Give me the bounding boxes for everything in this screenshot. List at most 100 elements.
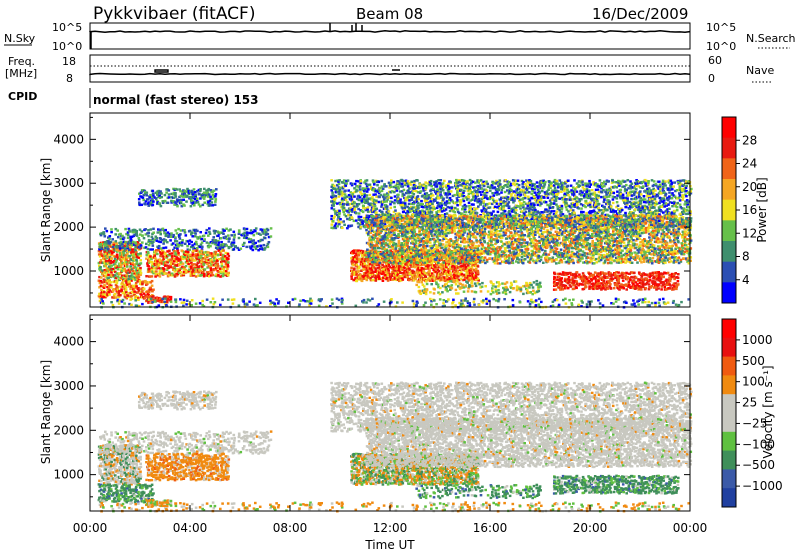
power-cell: [162, 238, 166, 241]
power-cell: [194, 195, 197, 198]
power-cell: [500, 191, 503, 194]
power-cell: [173, 273, 177, 276]
power-cell: [123, 293, 127, 296]
power-cell: [128, 280, 131, 283]
power-cell: [581, 191, 584, 194]
power-cell: [175, 188, 179, 191]
power-cell: [682, 196, 685, 199]
power-cell: [350, 184, 354, 187]
power-cell: [520, 210, 524, 213]
power-cell: [530, 187, 534, 191]
power-cell: [134, 286, 138, 290]
power-cell: [462, 191, 465, 194]
power-cell: [167, 254, 170, 257]
power-cell: [646, 200, 650, 203]
power-cell: [214, 246, 218, 249]
power-cell: [263, 247, 267, 250]
power-cell: [202, 262, 206, 265]
power-cell: [507, 205, 511, 208]
power-cell: [653, 201, 656, 205]
power-cell: [678, 199, 682, 202]
power-cell: [409, 210, 412, 213]
power-cell: [129, 237, 133, 240]
power-cell: [207, 195, 210, 198]
power-cell: [207, 261, 211, 265]
power-cell: [205, 271, 209, 274]
power-cell: [456, 181, 459, 184]
power-cell: [474, 197, 478, 200]
power-cell: [340, 221, 343, 224]
power-cell: [472, 193, 475, 196]
power-cell: [549, 186, 552, 190]
power-cell: [113, 255, 117, 258]
power-cell: [205, 274, 208, 277]
power-cell: [178, 200, 181, 203]
power-cell: [528, 206, 532, 209]
power-cell: [423, 198, 427, 201]
power-cell: [384, 203, 388, 207]
power-cell: [353, 260, 356, 263]
power-cell: [148, 241, 152, 245]
power-cell: [133, 265, 137, 269]
power-cell: [115, 272, 119, 275]
power-cell: [115, 255, 119, 258]
power-cell: [144, 228, 147, 231]
power-cell: [348, 218, 352, 221]
power-cell: [556, 205, 559, 208]
power-cell: [164, 232, 168, 235]
power-cell: [646, 195, 649, 198]
power-cell: [412, 202, 416, 206]
power-cell: [387, 210, 391, 213]
power-cell: [629, 190, 633, 193]
power-cell: [420, 205, 424, 208]
power-cell: [112, 288, 116, 291]
power-cell: [110, 228, 113, 231]
power-cell: [519, 204, 523, 207]
power-cell: [155, 299, 158, 302]
power-cell: [491, 198, 495, 201]
power-cell: [102, 293, 105, 296]
power-cell: [463, 186, 466, 189]
power-cell: [139, 262, 143, 265]
power-cell: [194, 255, 198, 258]
power-cell: [642, 226, 645, 230]
power-cell: [383, 197, 386, 200]
power-cell: [510, 195, 513, 198]
power-cell: [647, 180, 650, 183]
power-cell: [160, 195, 163, 199]
power-cell: [332, 208, 336, 211]
power-cell: [141, 234, 144, 237]
power-cell: [153, 256, 157, 260]
power-cell: [555, 203, 558, 206]
power-cell: [437, 179, 440, 182]
power-cell: [685, 212, 688, 216]
power-cell: [218, 257, 221, 261]
power-cell: [685, 209, 689, 212]
power-cell: [374, 225, 377, 228]
power-cell: [128, 241, 132, 244]
power-cell: [107, 273, 110, 276]
power-cell: [147, 251, 150, 255]
power-cell: [139, 259, 142, 262]
power-cell: [646, 193, 649, 197]
power-cell: [207, 234, 210, 237]
power-cell: [220, 240, 223, 244]
power-cell: [98, 264, 101, 267]
power-cell: [127, 275, 131, 278]
power-cell: [97, 253, 101, 256]
power-cell: [399, 182, 402, 185]
power-cell: [149, 281, 153, 284]
power-cell: [461, 225, 465, 229]
power-cell: [155, 273, 158, 276]
power-cell: [664, 180, 667, 183]
power-cell: [135, 230, 138, 233]
power-cell: [194, 232, 197, 235]
power-cell: [632, 197, 636, 201]
power-cell: [364, 274, 368, 277]
power-cell: [664, 202, 668, 205]
power-cell: [685, 199, 689, 202]
power-cell: [415, 206, 418, 209]
power-cell: [208, 193, 211, 196]
power-cell: [681, 198, 684, 201]
power-cell: [539, 179, 542, 183]
